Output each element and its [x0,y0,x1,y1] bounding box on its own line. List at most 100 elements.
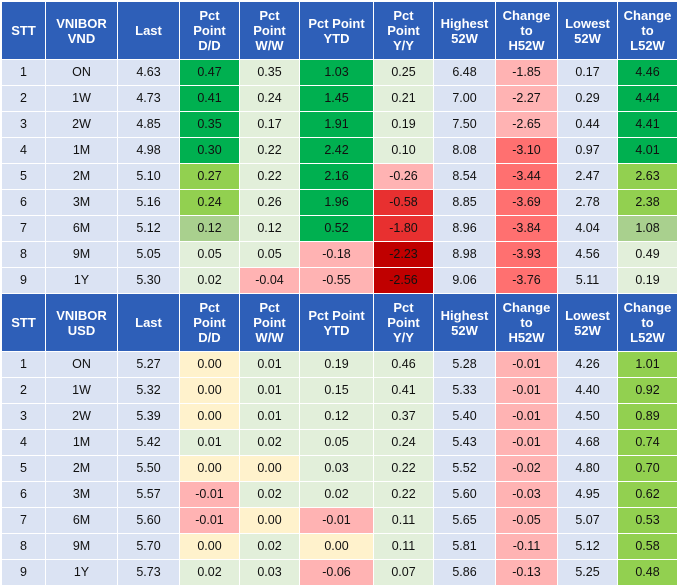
change-h52w-cell: -0.11 [495,533,558,560]
header-text: 52W [574,322,601,338]
header-text: 52W [451,322,478,338]
change-l52w-cell: 1.08 [617,215,678,242]
pct-yy-cell: -0.58 [373,189,434,216]
header-text: Lowest [565,307,610,323]
last-cell: 5.60 [117,507,180,534]
pct-ytd-cell: 1.45 [299,85,374,112]
tenor-cell: 9M [45,241,118,268]
header-text: Change [623,8,672,23]
tenor-cell: 3M [45,481,118,508]
last-cell: 5.05 [117,241,180,268]
pct-yy-cell: 0.19 [373,111,434,138]
highest-52w-cell: 7.00 [433,85,496,112]
pct-dd-cell: 0.05 [179,241,240,268]
change-l52w-cell: 0.89 [617,403,678,430]
pct-ww-cell: 0.02 [239,429,300,456]
lowest-52w-cell: 5.07 [557,507,618,534]
pct-ww-cell: 0.02 [239,533,300,560]
pct-yy-cell: 0.22 [373,481,434,508]
tenor-cell: 2W [45,111,118,138]
header-last: Last [117,1,180,60]
stt-cell: 6 [1,189,46,216]
highest-52w-cell: 5.86 [433,559,496,586]
header-text: Change [502,8,551,23]
stt-cell: 5 [1,455,46,482]
header-text: Pct [393,300,414,315]
pct-yy-cell: 0.24 [373,429,434,456]
change-l52w-cell: 0.49 [617,241,678,268]
tenor-cell: 6M [45,215,118,242]
lowest-52w-cell: 0.17 [557,59,618,86]
table-row: 4 1M 4.98 0.30 0.22 2.42 0.10 8.08 -3.10 0.97 4.01 [1,137,678,164]
pct-dd-cell: 0.30 [179,137,240,164]
table-row: 7 6M 5.60 -0.01 0.00 -0.01 0.11 5.65 -0.05 5.07 0.… [1,507,678,534]
pct-dd-cell: 0.41 [179,85,240,112]
table-row: 7 6M 5.12 0.12 0.12 0.52 -1.80 8.96 -3.84 4.04 1.0… [1,215,678,242]
highest-52w-cell: 8.85 [433,189,496,216]
pct-dd-cell: 0.02 [179,559,240,586]
header-text: Point [193,315,226,330]
pct-yy-cell: 0.37 [373,403,434,430]
tenor-cell: 1M [45,429,118,456]
header-text: D/D [198,38,221,53]
table-row: 4 1M 5.42 0.01 0.02 0.05 0.24 5.43 -0.01 4.68 0.74 [1,429,678,456]
tenor-cell: 2W [45,403,118,430]
lowest-52w-cell: 2.47 [557,163,618,190]
change-h52w-cell: -3.10 [495,137,558,164]
pct-yy-cell: -1.80 [373,215,434,242]
header-stt: STT [1,293,46,352]
tenor-cell: 1W [45,377,118,404]
stt-cell: 3 [1,403,46,430]
header-text: H52W [508,38,545,53]
change-h52w-cell: -3.93 [495,241,558,268]
header-pct-ytd: Pct Point YTD [299,293,374,352]
header-text: STT [11,23,36,38]
pct-ytd-cell: 0.02 [299,481,374,508]
change-h52w-cell: -3.84 [495,215,558,242]
pct-ytd-cell: 0.03 [299,455,374,482]
header-text: Y/Y [393,330,414,345]
change-l52w-cell: 1.01 [617,351,678,378]
header-highest-52w: Highest 52W [433,1,496,60]
last-cell: 5.73 [117,559,180,586]
header-change-h52w: Change to H52W [495,293,558,352]
table-row: 8 9M 5.70 0.00 0.02 0.00 0.11 5.81 -0.11 5.12 0.58 [1,533,678,560]
change-h52w-cell: -0.13 [495,559,558,586]
pct-dd-cell: 0.47 [179,59,240,86]
change-h52w-cell: -0.01 [495,403,558,430]
pct-dd-cell: 0.02 [179,267,240,294]
stt-cell: 8 [1,533,46,560]
stt-cell: 4 [1,137,46,164]
pct-ytd-cell: -0.55 [299,267,374,294]
stt-cell: 2 [1,85,46,112]
header-text: Highest [440,307,489,323]
highest-52w-cell: 8.08 [433,137,496,164]
pct-ww-cell: 0.00 [239,507,300,534]
pct-ytd-cell: 0.52 [299,215,374,242]
highest-52w-cell: 6.48 [433,59,496,86]
highest-52w-cell: 8.54 [433,163,496,190]
header-pct-dd: Pct Point D/D [179,293,240,352]
change-h52w-cell: -2.65 [495,111,558,138]
header-text: Change [502,300,551,315]
pct-dd-cell: -0.01 [179,481,240,508]
pct-ww-cell: 0.05 [239,241,300,268]
lowest-52w-cell: 0.97 [557,137,618,164]
change-h52w-cell: -0.01 [495,351,558,378]
change-h52w-cell: -0.01 [495,377,558,404]
pct-ytd-cell: 0.19 [299,351,374,378]
change-l52w-cell: 2.63 [617,163,678,190]
stt-cell: 4 [1,429,46,456]
header-text: W/W [255,330,284,345]
table-row: 6 3M 5.57 -0.01 0.02 0.02 0.22 5.60 -0.03 4.95 0.6… [1,481,678,508]
pct-ytd-cell: 0.12 [299,403,374,430]
last-cell: 5.32 [117,377,180,404]
stt-cell: 9 [1,559,46,586]
change-l52w-cell: 0.53 [617,507,678,534]
change-l52w-cell: 2.38 [617,189,678,216]
pct-dd-cell: 0.00 [179,533,240,560]
pct-ytd-cell: 1.96 [299,189,374,216]
header-text: Highest [440,15,489,31]
header-text: USD [67,322,96,338]
lowest-52w-cell: 2.78 [557,189,618,216]
